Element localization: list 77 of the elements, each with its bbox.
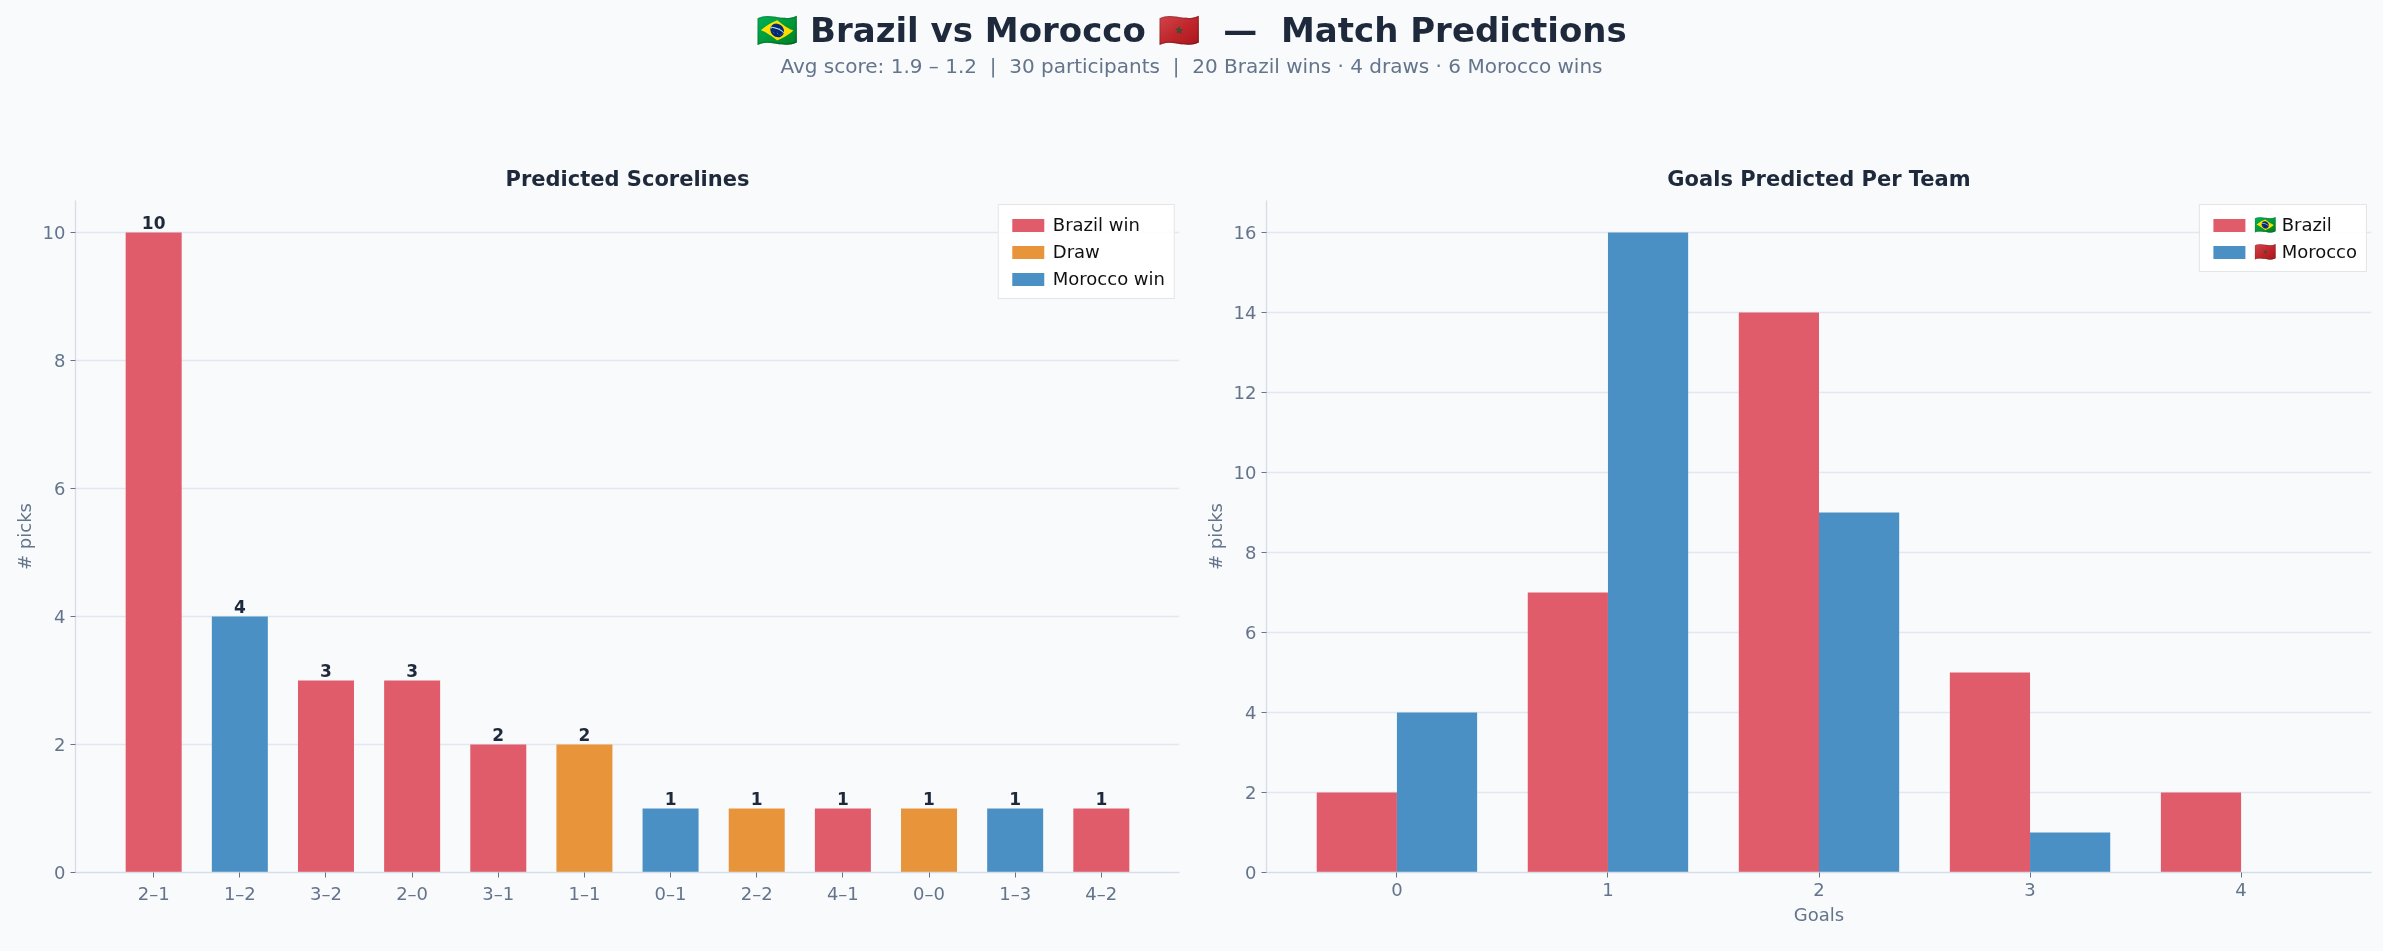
data-label: 2 bbox=[492, 724, 505, 745]
data-label: 1 bbox=[1095, 788, 1108, 809]
bar bbox=[1396, 712, 1478, 873]
y-tick-label: 8 bbox=[54, 350, 66, 371]
x-tick-label: 2–1 bbox=[137, 882, 170, 904]
bar bbox=[2030, 832, 2111, 873]
text: Avg score: 1.9 – 1.2 | 30 participants | 20 Brazil wins · 4 draws · 6 Morocco wins bbox=[779, 53, 1604, 80]
bar bbox=[901, 808, 958, 873]
legend-label: Draw bbox=[1052, 241, 1100, 262]
data-label: 1 bbox=[664, 788, 677, 809]
x-tick-label: 1–2 bbox=[223, 882, 256, 904]
data-label: 1 bbox=[1009, 788, 1022, 809]
bar bbox=[556, 744, 613, 873]
bar bbox=[470, 744, 527, 873]
x-tick-label: 4–2 bbox=[1085, 882, 1118, 904]
data-label: 1 bbox=[836, 788, 849, 809]
x-tick-label: 4–1 bbox=[826, 882, 859, 904]
data-label: 3 bbox=[320, 660, 332, 681]
y-tick-label: 0 bbox=[1245, 862, 1257, 883]
bar bbox=[211, 616, 268, 873]
data-label: 10 bbox=[141, 212, 166, 233]
chart-title: Predicted Scorelines bbox=[505, 166, 750, 191]
data-label: 3 bbox=[406, 660, 419, 681]
x-tick-label: 1–3 bbox=[999, 882, 1032, 904]
bar bbox=[1949, 672, 2031, 873]
y-tick-label: 12 bbox=[1233, 382, 1257, 403]
y-tick-label: 8 bbox=[1245, 542, 1257, 563]
x-tick-label: 2–2 bbox=[740, 882, 773, 904]
bar bbox=[297, 680, 354, 873]
y-axis-title: # picks bbox=[1204, 503, 1226, 570]
x-tick-label: 1–1 bbox=[568, 882, 601, 904]
bar bbox=[1316, 792, 1397, 873]
bar bbox=[1819, 512, 1900, 873]
y-tick-label: 2 bbox=[1245, 782, 1257, 803]
y-tick-label: 6 bbox=[1245, 622, 1257, 643]
bar bbox=[1073, 808, 1130, 873]
y-tick-label: 4 bbox=[54, 606, 66, 627]
bar bbox=[125, 232, 182, 873]
y-tick-label: 0 bbox=[54, 862, 66, 883]
x-tick-label: 4 bbox=[2235, 878, 2247, 900]
x-tick-label: 2 bbox=[1813, 878, 1825, 900]
data-label: 2 bbox=[578, 724, 591, 745]
legend-label: Morocco win bbox=[1052, 268, 1165, 289]
x-tick-label: 0–0 bbox=[913, 882, 945, 904]
bar bbox=[642, 808, 699, 873]
legend-label: 🇲🇦 Morocco bbox=[2253, 241, 2357, 262]
x-tick-label: 3–2 bbox=[310, 882, 342, 904]
bar bbox=[1607, 232, 1689, 873]
x-tick-label: 3 bbox=[2024, 878, 2036, 900]
bar bbox=[384, 680, 441, 873]
y-tick-label: 4 bbox=[1245, 702, 1257, 723]
y-tick-label: 6 bbox=[54, 478, 66, 499]
bar bbox=[728, 808, 785, 873]
text: 🇧🇷 Brazil vs Morocco 🇲🇦 — Match Predictions bbox=[755, 9, 1628, 52]
bar bbox=[814, 808, 871, 873]
bar bbox=[987, 808, 1044, 873]
bar bbox=[1527, 592, 1608, 873]
data-label: 1 bbox=[750, 788, 763, 809]
data-label: 4 bbox=[233, 596, 246, 617]
y-tick-label: 16 bbox=[1233, 222, 1257, 243]
x-tick-label: 3–1 bbox=[482, 882, 515, 904]
data-label: 1 bbox=[923, 788, 935, 809]
y-tick-label: 2 bbox=[54, 734, 66, 755]
y-tick-label: 10 bbox=[42, 222, 66, 243]
x-tick-label: 0–1 bbox=[654, 882, 687, 904]
x-tick-label: 1 bbox=[1602, 878, 1614, 900]
legend-label: Brazil win bbox=[1052, 214, 1140, 235]
x-tick-label: 2–0 bbox=[396, 882, 429, 904]
bar bbox=[2160, 792, 2242, 873]
x-axis-title: Goals bbox=[1793, 903, 1845, 925]
y-tick-label: 14 bbox=[1233, 302, 1257, 323]
y-tick-label: 10 bbox=[1233, 462, 1257, 483]
x-tick-label: 0 bbox=[1391, 878, 1403, 900]
y-axis-title: # picks bbox=[13, 503, 35, 570]
chart-title: Goals Predicted Per Team bbox=[1667, 166, 1971, 191]
legend-label: 🇧🇷 Brazil bbox=[2253, 214, 2332, 235]
bar bbox=[1738, 312, 1819, 873]
